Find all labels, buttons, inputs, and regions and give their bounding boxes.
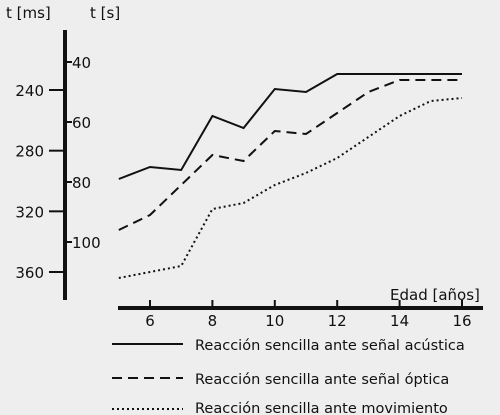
- legend-label-optical: Reacción sencilla ante señal óptica: [195, 372, 449, 388]
- x-tick-label: 6: [145, 312, 155, 330]
- x-tick-label: 16: [452, 312, 471, 330]
- y-s-tick-label: 80: [72, 174, 91, 192]
- y-s-tick-label: 40: [72, 54, 91, 72]
- y-s-axis-ticks: 40 60 80 100: [65, 54, 101, 252]
- x-axis-label: Edad [años]: [390, 286, 480, 304]
- legend: Reacción sencilla ante señal acústica Re…: [112, 338, 465, 415]
- x-tick-label: 10: [265, 312, 284, 330]
- y-ms-axis-ticks: 240 280 320 360: [15, 82, 65, 282]
- x-tick-label: 12: [328, 312, 347, 330]
- series-line-solid: [118, 73, 462, 180]
- series-line-dashed: [118, 79, 462, 231]
- x-tick-label: 8: [208, 312, 218, 330]
- x-axis-ticks: 6 8 10 12 14 16: [145, 300, 472, 330]
- x-tick-label: 14: [390, 312, 409, 330]
- y-ms-axis-label: t [ms]: [6, 4, 51, 22]
- y-ms-tick-label: 320: [15, 203, 44, 221]
- legend-label-movement: Reacción sencilla ante movimiento: [195, 401, 448, 415]
- y-s-axis-label: t [s]: [90, 4, 120, 22]
- y-ms-tick-label: 240: [15, 82, 44, 100]
- y-ms-tick-label: 280: [15, 143, 44, 161]
- y-s-tick-label: 60: [72, 114, 91, 132]
- series-lines: [118, 73, 463, 279]
- series-line-dotted: [118, 97, 463, 279]
- y-ms-tick-label: 360: [15, 264, 44, 282]
- legend-label-acoustic: Reacción sencilla ante señal acústica: [195, 338, 465, 354]
- y-s-tick-label: 100: [72, 234, 101, 252]
